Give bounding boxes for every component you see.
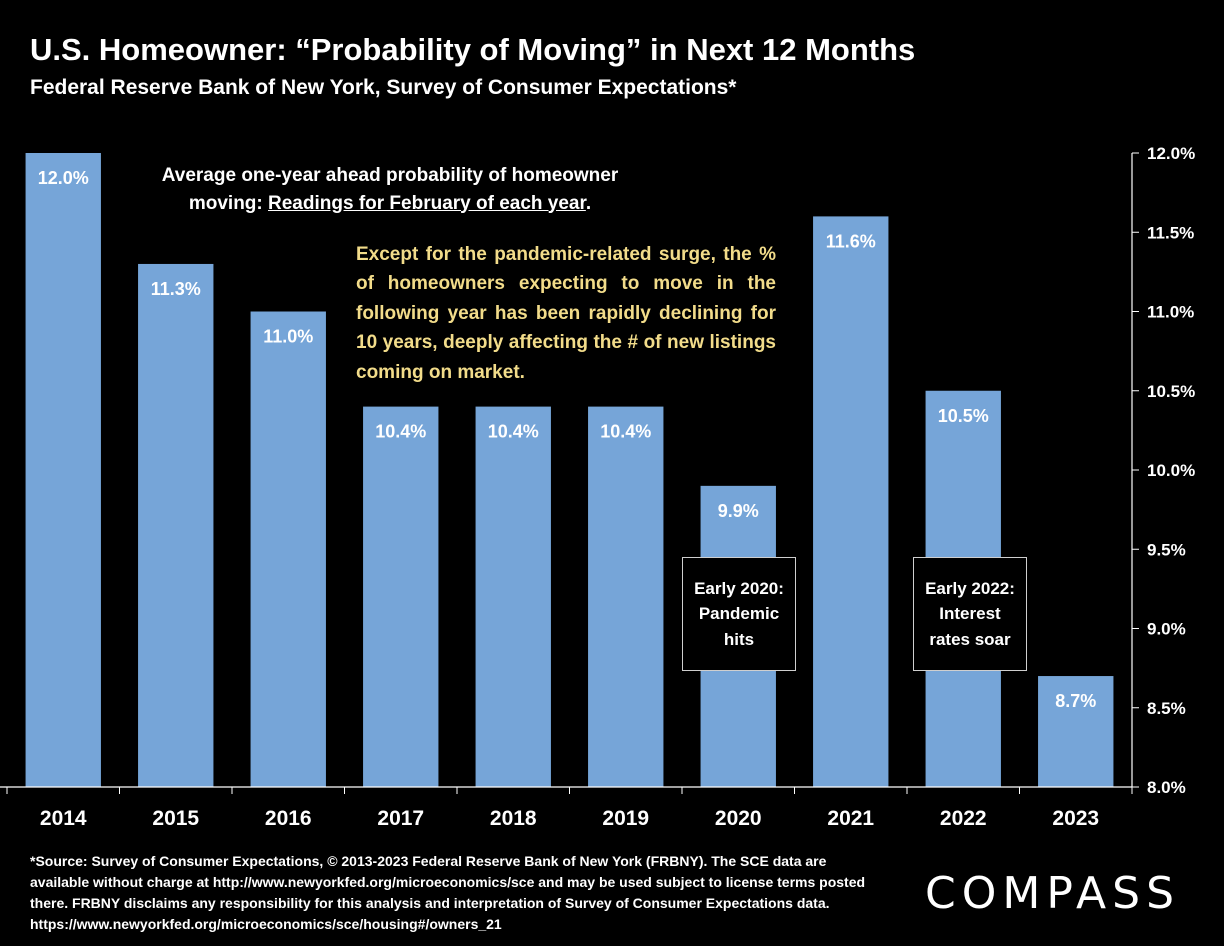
data-label-2022: 10.5% [938, 406, 989, 426]
callout-2022-text: Early 2022: Interest rates soar [925, 578, 1015, 649]
compass-logo: COMPASS [925, 868, 1180, 919]
source-note: *Source: Survey of Consumer Expectations… [30, 853, 866, 932]
bars-layer: 12.0% 11.3% 11.0% 10.4% 10.4% 10.4% 9.9% 11.6% 1… [25, 153, 1114, 787]
chart-note-underlined: Readings for February of each year [268, 192, 586, 214]
bar-2016 [250, 311, 326, 787]
x-tick-label-2020: 2020 [715, 807, 762, 830]
y-tick-label: 8.5% [1147, 699, 1186, 718]
bar-2014 [25, 153, 101, 787]
chart-subtitle: Federal Reserve Bank of New York, Survey… [30, 76, 737, 99]
y-tick-label: 12.0% [1147, 144, 1195, 163]
x-tick-label-2019: 2019 [602, 807, 649, 830]
bar-2015 [138, 263, 214, 787]
chart-note-prefix: moving: [188, 192, 269, 214]
x-tick-label-2022: 2022 [940, 807, 987, 830]
bar-2021 [813, 216, 889, 787]
data-label-2017: 10.4% [375, 422, 426, 442]
chart-title: U.S. Homeowner: “Probability of Moving” … [30, 32, 916, 67]
y-tick-label: 10.5% [1147, 382, 1195, 401]
callout-2020-text: Early 2020: Pandemic hits [694, 578, 784, 649]
data-label-2019: 10.4% [600, 422, 651, 442]
chart-note: Average one-year ahead probability of ho… [110, 162, 670, 217]
data-label-2020: 9.9% [718, 501, 759, 521]
bar-2017 [363, 406, 439, 787]
callout-2022: Early 2022: Interest rates soar [913, 557, 1027, 671]
chart-note-line1: Average one-year ahead probability of ho… [161, 165, 619, 186]
data-label-2021: 11.6% [826, 231, 876, 251]
x-tick-label-2021: 2021 [827, 807, 874, 830]
x-tick-label-2023: 2023 [1052, 807, 1099, 830]
data-label-2016: 11.0% [263, 327, 313, 347]
highlight-note: Except for the pandemic-related surge, t… [356, 244, 776, 383]
y-tick-label: 11.0% [1147, 303, 1194, 322]
data-label-2014: 12.0% [38, 168, 89, 188]
x-tick-label-2016: 2016 [265, 807, 312, 830]
chart-note-suffix: . [585, 192, 592, 214]
y-tick-label: 9.5% [1147, 540, 1186, 559]
callout-2020: Early 2020: Pandemic hits [682, 557, 796, 671]
axis-layer: 2014 2015 2016 2017 2018 2019 2020 2021 2022 2023… [0, 144, 1195, 830]
y-tick-label: 10.0% [1147, 461, 1195, 480]
x-tick-label-2018: 2018 [490, 807, 537, 830]
data-label-2015: 11.3% [151, 279, 201, 299]
bar-2019 [588, 406, 664, 787]
x-tick-label-2014: 2014 [40, 807, 87, 830]
y-tick-label: 8.0% [1147, 778, 1186, 797]
x-tick-label-2017: 2017 [377, 807, 424, 830]
data-label-2018: 10.4% [488, 422, 539, 442]
x-tick-label-2015: 2015 [152, 807, 199, 830]
data-label-2023: 8.7% [1055, 691, 1096, 711]
y-tick-label: 11.5% [1147, 223, 1194, 242]
bar-2018 [475, 406, 551, 787]
bar-2023 [1038, 676, 1114, 787]
y-tick-label: 9.0% [1147, 620, 1186, 639]
